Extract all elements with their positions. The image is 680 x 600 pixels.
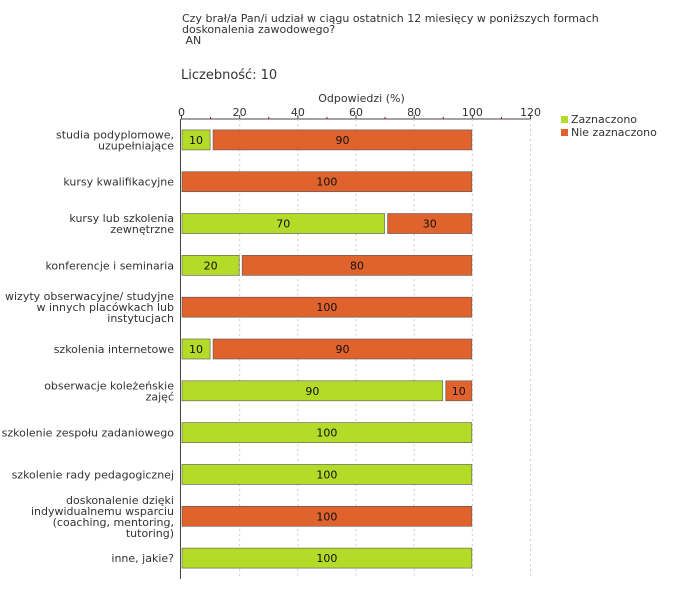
bar-nie-zaznaczono xyxy=(212,338,473,360)
data-label: 80 xyxy=(350,259,364,272)
category-label: inne, jakie? xyxy=(111,552,174,565)
category-label-line: instytucjach xyxy=(107,312,174,325)
category-label-line: w innych placówkach lub xyxy=(36,301,174,314)
category-label-line: obserwacje koleżeńskie xyxy=(44,379,174,392)
bar-zaznaczono xyxy=(181,213,385,234)
count-label: Liczebność: xyxy=(181,68,257,83)
category-label: wizyty obserwacyjne/ studyjne w innych pl… xyxy=(5,290,174,325)
data-label: 10 xyxy=(189,343,203,356)
category-label-line: szkolenie zespołu zadaniowego xyxy=(2,427,175,440)
bar-zaznaczono xyxy=(181,380,444,402)
category-label-line: inne, jakie? xyxy=(111,552,174,565)
data-label: 100 xyxy=(316,301,337,314)
data-label: 100 xyxy=(316,176,337,189)
data-label: 90 xyxy=(335,343,349,356)
category-label: szkolenie zespołu zadaniowego xyxy=(2,427,175,440)
bar-nie-zaznaczono xyxy=(212,129,473,151)
x-tick-label: 60 xyxy=(349,106,363,119)
category-label-line: zajęć xyxy=(146,390,174,403)
question-line-2: doskonalenia zawodowego? xyxy=(182,23,336,36)
x-tick-label: 100 xyxy=(462,106,483,119)
x-tick-label: 120 xyxy=(520,106,541,119)
question-line-3: AN xyxy=(182,34,202,47)
bar-nie-zaznaczono xyxy=(181,171,473,193)
category-label-line: wizyty obserwacyjne/ studyjne xyxy=(5,290,174,303)
bar-zaznaczono xyxy=(181,255,240,276)
legend-swatch xyxy=(561,116,568,123)
category-label-line: indywidualnemu wsparciu xyxy=(31,505,174,518)
data-label: 90 xyxy=(305,385,319,398)
bar-nie-zaznaczono xyxy=(181,296,473,318)
data-label: 20 xyxy=(204,259,218,272)
legend-swatch xyxy=(561,129,568,136)
question-line-1: Czy brał/a Pan/i udział w ciągu ostatnic… xyxy=(182,12,599,25)
question-text: Czy brał/a Pan/i udział w ciągu ostatnic… xyxy=(182,13,622,46)
category-label-line: szkolenie rady pedagogicznej xyxy=(12,468,174,481)
category-label: szkolenie rady pedagogicznej xyxy=(12,468,174,481)
category-label-line: uzupełniające xyxy=(98,139,174,152)
legend-label: Nie zaznaczono xyxy=(571,126,657,139)
category-label-line: szkolenia internetowe xyxy=(54,343,175,356)
bar-zaznaczono xyxy=(181,129,211,151)
bar-nie-zaznaczono xyxy=(445,380,473,402)
category-label-line: konferencje i seminaria xyxy=(45,259,174,272)
category-label: kursy lub szkolenia zewnętrzne xyxy=(69,212,174,236)
x-tick-label: 0 xyxy=(178,106,185,119)
data-label: 100 xyxy=(316,427,337,440)
data-label: 10 xyxy=(189,134,203,147)
bar-zaznaczono xyxy=(181,547,473,569)
bar-zaznaczono xyxy=(181,338,211,360)
category-label-line: tutoring) xyxy=(126,527,174,540)
category-label-line: kursy lub szkolenia xyxy=(69,212,174,225)
legend-label: Zaznaczono xyxy=(571,113,637,126)
data-label: 30 xyxy=(423,218,437,231)
category-label: obserwacje koleżeńskie zajęć xyxy=(44,379,174,403)
bar-nie-zaznaczono xyxy=(241,255,473,276)
category-label: studia podyplomowe, uzupełniające xyxy=(56,128,174,152)
category-label-line: studia podyplomowe, xyxy=(56,128,174,141)
category-label-line: kursy kwalifikacyjne xyxy=(63,176,174,189)
x-tick-label: 40 xyxy=(291,106,305,119)
count-value: 10 xyxy=(260,68,278,83)
category-label-line: doskonalenie dzięki xyxy=(66,494,174,507)
category-label: konferencje i seminaria xyxy=(45,259,174,272)
bar-nie-zaznaczono xyxy=(181,505,473,527)
category-label: doskonalenie dzięki indywidualnemu wsparc… xyxy=(31,494,174,540)
x-tick-label: 80 xyxy=(407,106,421,119)
category-label: szkolenia internetowe xyxy=(54,343,175,356)
data-label: 100 xyxy=(316,468,337,481)
category-label-line: zewnętrzne xyxy=(110,223,174,236)
x-tick-label: 20 xyxy=(233,106,247,119)
category-label-line: (coaching, mentoring, xyxy=(53,516,174,529)
bar-nie-zaznaczono xyxy=(387,213,473,234)
data-label: 70 xyxy=(276,218,290,231)
data-label: 10 xyxy=(452,385,466,398)
respondent-count: Liczebność: 10 xyxy=(181,68,277,83)
bar-zaznaczono xyxy=(181,464,473,485)
category-label: kursy kwalifikacyjne xyxy=(63,176,174,189)
data-label: 100 xyxy=(316,552,337,565)
data-label: 90 xyxy=(335,134,349,147)
bar-zaznaczono xyxy=(181,422,473,443)
chart-title: Odpowiedzi (%) xyxy=(318,92,405,105)
data-label: 100 xyxy=(316,510,337,523)
